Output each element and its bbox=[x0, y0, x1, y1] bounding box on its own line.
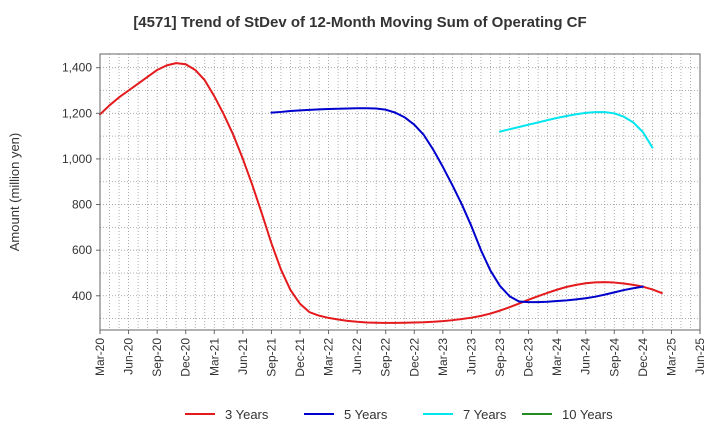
x-tick-label: Sep-22 bbox=[379, 338, 393, 377]
x-tick-label: Jun-20 bbox=[122, 338, 136, 375]
y-tick-label: 1,000 bbox=[62, 152, 92, 166]
chart-title: [4571] Trend of StDev of 12-Month Moving… bbox=[133, 14, 587, 31]
x-tick-label: Sep-20 bbox=[150, 338, 164, 377]
x-tick-label: Mar-21 bbox=[207, 338, 221, 376]
x-tick-label: Jun-23 bbox=[464, 338, 478, 375]
x-tick-label: Jun-25 bbox=[693, 338, 707, 375]
x-tick-label: Mar-20 bbox=[93, 338, 107, 376]
series-line-3-years bbox=[99, 62, 663, 324]
y-axis-label: Amount (million yen) bbox=[7, 133, 22, 252]
legend-label: 3 Years bbox=[225, 407, 269, 422]
x-tick-label: Jun-24 bbox=[579, 338, 593, 375]
x-tick-label: Mar-23 bbox=[436, 338, 450, 376]
series-line-7-years bbox=[499, 111, 654, 149]
x-tick-label: Sep-21 bbox=[264, 338, 278, 377]
x-tick-label: Dec-23 bbox=[522, 338, 536, 377]
x-tick-label: Jun-21 bbox=[236, 338, 250, 375]
grid bbox=[100, 54, 700, 330]
x-tick-label: Dec-24 bbox=[636, 338, 650, 377]
legend-label: 10 Years bbox=[562, 407, 613, 422]
x-tick-label: Mar-22 bbox=[322, 338, 336, 376]
legend-label: 7 Years bbox=[463, 407, 507, 422]
x-tick-label: Sep-23 bbox=[493, 338, 507, 377]
y-tick-label: 1,200 bbox=[62, 106, 92, 120]
y-tick-label: 600 bbox=[72, 243, 92, 257]
x-tick-label: Mar-24 bbox=[550, 338, 564, 376]
x-tick-label: Dec-21 bbox=[293, 338, 307, 377]
y-tick-label: 400 bbox=[72, 289, 92, 303]
legend-label: 5 Years bbox=[344, 407, 388, 422]
x-tick-label: Mar-25 bbox=[664, 338, 678, 376]
y-tick-label: 1,400 bbox=[62, 61, 92, 75]
y-tick-label: 800 bbox=[72, 198, 92, 212]
series-line-5-years bbox=[270, 107, 644, 304]
plot-frame bbox=[99, 53, 701, 331]
x-axis-ticks: Mar-20 Jun-20 Sep-20 Dec-20 Mar-21 Jun-21 Sep-… bbox=[93, 330, 707, 377]
y-axis-ticks: 400 600 800 1,000 1,200 1,400 bbox=[62, 61, 100, 303]
legend: 3 Years 5 Years 7 Years 10 Years bbox=[185, 407, 613, 422]
x-tick-label: Jun-22 bbox=[350, 338, 364, 375]
x-tick-label: Sep-24 bbox=[607, 338, 621, 377]
x-tick-label: Dec-22 bbox=[407, 338, 421, 377]
x-tick-label: Dec-20 bbox=[179, 338, 193, 377]
series-lines bbox=[99, 62, 663, 324]
